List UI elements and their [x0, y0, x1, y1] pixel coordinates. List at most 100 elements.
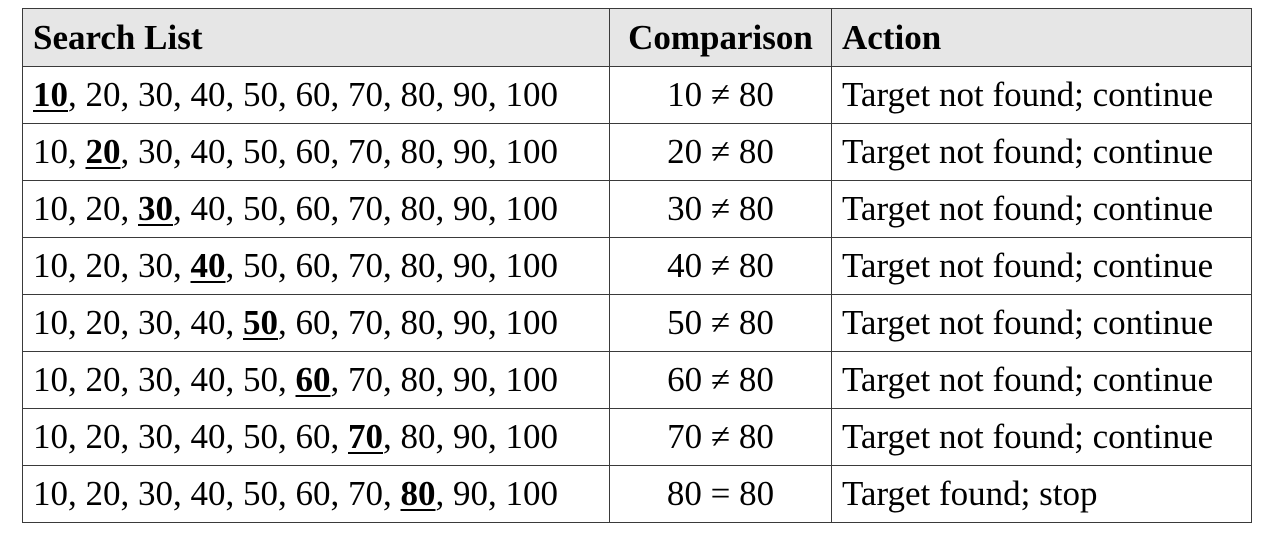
list-element: 90	[453, 246, 488, 285]
list-separator: ,	[173, 246, 191, 285]
list-separator: ,	[383, 189, 401, 228]
list-element: 100	[505, 246, 559, 285]
list-element: 90	[453, 189, 488, 228]
list-separator: ,	[435, 303, 453, 342]
list-element: 10	[33, 132, 68, 171]
current-element-highlight: 80	[400, 474, 436, 513]
search-list-cell: 10, 20, 30, 40, 50, 60, 70, 80, 90, 100	[22, 294, 610, 352]
list-element: 90	[453, 75, 488, 114]
list-element: 70	[348, 246, 383, 285]
list-separator: ,	[120, 246, 138, 285]
list-separator: ,	[488, 417, 506, 456]
list-element: 20	[85, 75, 121, 114]
list-separator: ,	[173, 132, 191, 171]
list-separator: ,	[383, 474, 401, 513]
header-action: Action	[831, 8, 1252, 67]
list-separator: ,	[225, 246, 243, 285]
list-separator: ,	[435, 474, 453, 513]
action-cell: Target not found; continue	[831, 351, 1252, 409]
action-cell: Target not found; continue	[831, 66, 1252, 124]
list-separator: ,	[120, 75, 138, 114]
list-element: 100	[505, 75, 559, 114]
list-separator: ,	[278, 246, 296, 285]
list-separator: ,	[120, 474, 138, 513]
list-element: 70	[348, 189, 383, 228]
list-separator: ,	[278, 303, 296, 342]
list-separator: ,	[120, 189, 138, 228]
list-element: 30	[138, 474, 173, 513]
list-separator: ,	[278, 360, 296, 399]
list-separator: ,	[120, 303, 138, 342]
list-element: 60	[295, 303, 331, 342]
list-separator: ,	[225, 360, 243, 399]
comparison-cell: 40 ≠ 80	[609, 237, 832, 295]
action-cell: Target found; stop	[831, 465, 1252, 523]
list-element: 40	[190, 303, 226, 342]
current-element-highlight: 40	[190, 246, 226, 285]
table-row: 10, 20, 30, 40, 50, 60, 70, 80, 90, 100 1…	[22, 66, 1252, 124]
list-separator: ,	[488, 189, 506, 228]
search-list-cell: 10, 20, 30, 40, 50, 60, 70, 80, 90, 100	[22, 180, 610, 238]
list-separator: ,	[435, 417, 453, 456]
current-element-highlight: 10	[33, 75, 68, 114]
list-separator: ,	[278, 189, 296, 228]
list-separator: ,	[488, 303, 506, 342]
list-separator: ,	[68, 132, 86, 171]
list-separator: ,	[330, 246, 348, 285]
list-element: 80	[400, 132, 436, 171]
list-element: 80	[400, 417, 436, 456]
current-element-highlight: 30	[138, 189, 173, 228]
search-list-cell: 10, 20, 30, 40, 50, 60, 70, 80, 90, 100	[22, 123, 610, 181]
list-element: 30	[138, 75, 173, 114]
list-element: 10	[33, 246, 68, 285]
list-element: 50	[243, 132, 278, 171]
list-separator: ,	[488, 360, 506, 399]
list-element: 80	[400, 303, 436, 342]
comparison-cell: 20 ≠ 80	[609, 123, 832, 181]
list-element: 60	[295, 189, 331, 228]
list-element: 40	[190, 360, 226, 399]
action-cell: Target not found; continue	[831, 237, 1252, 295]
list-separator: ,	[278, 132, 296, 171]
search-list-cell: 10, 20, 30, 40, 50, 60, 70, 80, 90, 100	[22, 237, 610, 295]
list-element: 10	[33, 189, 68, 228]
list-separator: ,	[225, 132, 243, 171]
list-element: 90	[453, 417, 488, 456]
list-separator: ,	[120, 417, 138, 456]
list-separator: ,	[435, 246, 453, 285]
list-element: 70	[348, 474, 383, 513]
list-element: 90	[453, 303, 488, 342]
list-separator: ,	[68, 417, 86, 456]
list-element: 20	[85, 474, 121, 513]
list-separator: ,	[225, 75, 243, 114]
list-element: 50	[243, 246, 278, 285]
action-cell: Target not found; continue	[831, 180, 1252, 238]
list-separator: ,	[383, 303, 401, 342]
comparison-cell: 30 ≠ 80	[609, 180, 832, 238]
current-element-highlight: 20	[85, 132, 121, 171]
list-separator: ,	[488, 246, 506, 285]
comparison-cell: 60 ≠ 80	[609, 351, 832, 409]
list-element: 60	[295, 132, 331, 171]
list-element: 80	[400, 75, 436, 114]
list-separator: ,	[173, 303, 191, 342]
list-separator: ,	[330, 303, 348, 342]
list-element: 40	[190, 189, 226, 228]
list-element: 30	[138, 246, 173, 285]
list-separator: ,	[435, 132, 453, 171]
list-element: 90	[453, 474, 488, 513]
list-element: 50	[243, 360, 278, 399]
list-element: 30	[138, 303, 173, 342]
list-element: 60	[295, 474, 331, 513]
list-element: 20	[85, 417, 121, 456]
list-element: 100	[505, 360, 559, 399]
list-separator: ,	[330, 417, 348, 456]
list-element: 40	[190, 75, 226, 114]
comparison-cell: 50 ≠ 80	[609, 294, 832, 352]
list-separator: ,	[330, 75, 348, 114]
list-separator: ,	[383, 75, 401, 114]
current-element-highlight: 70	[348, 417, 383, 456]
list-element: 100	[505, 474, 559, 513]
list-element: 40	[190, 132, 226, 171]
list-element: 50	[243, 189, 278, 228]
